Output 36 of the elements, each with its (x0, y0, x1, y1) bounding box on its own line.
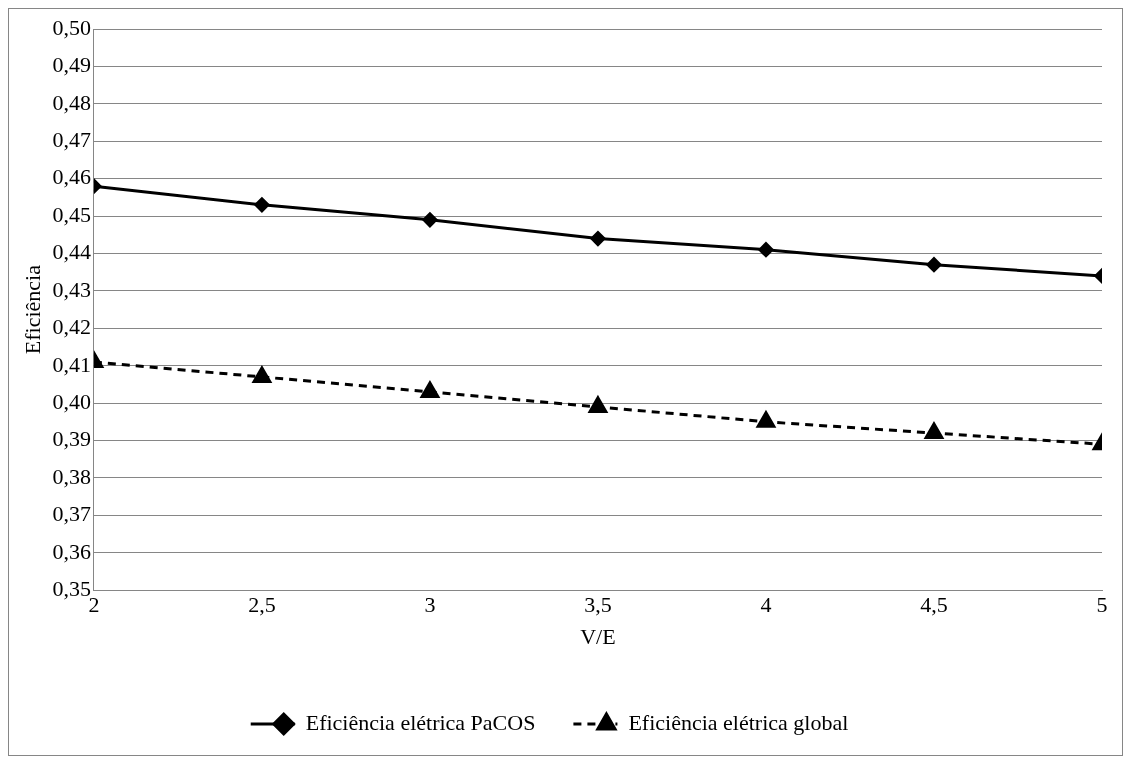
point (926, 257, 942, 273)
y-tick-label: 0,45 (52, 201, 91, 227)
y-tick-label: 0,35 (52, 575, 91, 601)
y-tick-label: 0,41 (52, 351, 91, 377)
y-tick-label: 0,38 (52, 463, 91, 489)
point (254, 197, 270, 213)
y-tick-label: 0,48 (52, 89, 91, 115)
y-tick-label: 0,49 (52, 52, 91, 78)
y-tick-label: 0,42 (52, 314, 91, 340)
point (924, 422, 944, 440)
y-tick-label: 0,39 (52, 426, 91, 452)
x-axis-title: V/E (580, 623, 616, 649)
point (590, 231, 606, 247)
point (756, 411, 776, 428)
x-tick-label: 3,5 (584, 592, 612, 618)
y-axis-title: Eficiência (19, 264, 45, 355)
point (422, 212, 438, 228)
y-tick-label: 0,46 (52, 164, 91, 190)
y-tick-label: 0,44 (52, 239, 91, 265)
point (252, 366, 272, 383)
y-tick-label: 0,37 (52, 501, 91, 527)
point (588, 396, 608, 413)
x-tick-label: 4,5 (920, 592, 948, 618)
point (420, 381, 440, 398)
y-tick-label: 0,43 (52, 276, 91, 302)
y-tick-label: 0,36 (52, 538, 91, 564)
x-tick-label: 5 (1096, 592, 1108, 618)
x-tick-label: 2,5 (248, 592, 276, 618)
legend-label: Eficiência elétrica PaCOS (305, 709, 536, 735)
x-tick-label: 4 (760, 592, 772, 618)
y-tick-label: 0,47 (52, 127, 91, 153)
y-tick-label: 0,40 (52, 388, 91, 414)
y-tick-label: 0,50 (52, 14, 91, 40)
point (758, 242, 774, 258)
legend-label: Eficiência elétrica global (628, 709, 849, 735)
x-tick-label: 3 (424, 592, 436, 618)
